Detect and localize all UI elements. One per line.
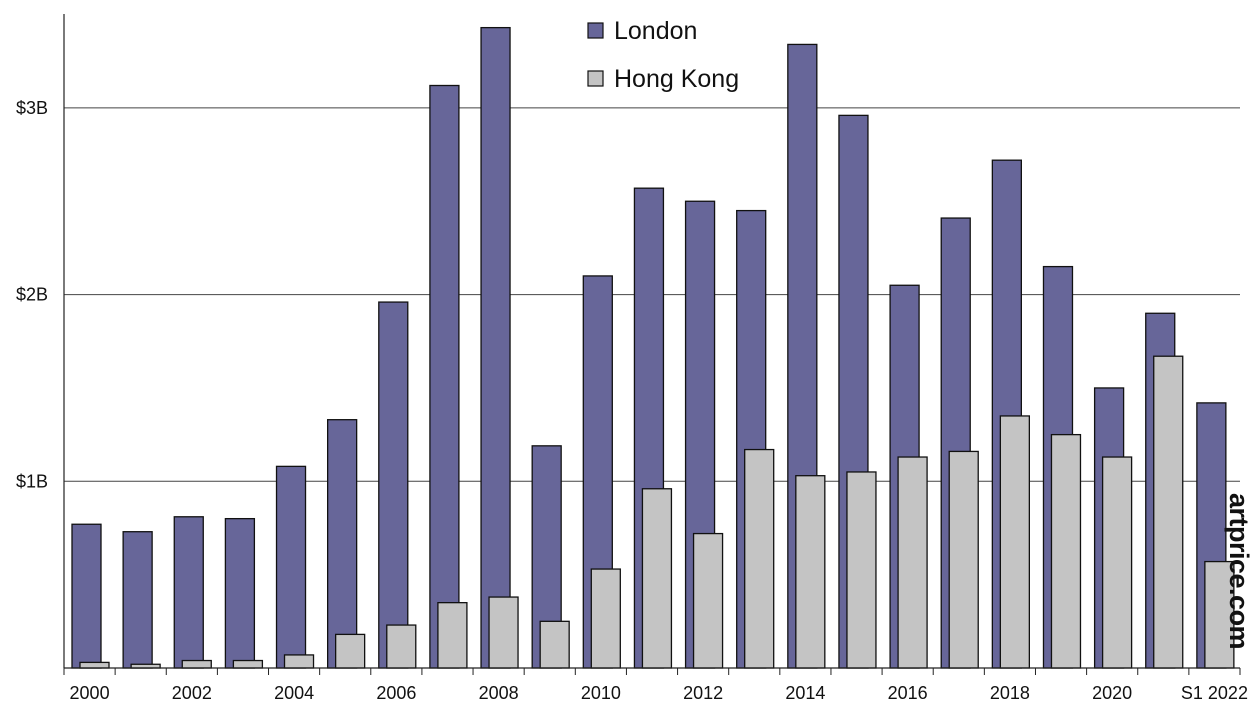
y-tick-label: $3B: [16, 98, 48, 118]
bar-hong-kong-2016: [897, 456, 928, 669]
bar-london-2004: [275, 465, 307, 669]
x-axis-tick-labels: 2000 2002 2004 2006 2008 2010 2012 2014 2016 2018…: [70, 683, 1248, 703]
legend: London Hong Kong: [587, 17, 739, 93]
x-tick-label: 2012: [683, 683, 723, 703]
bar-london-2006: [378, 301, 409, 669]
bar-hong-kong-2013: [744, 448, 775, 669]
x-tick-label: 2006: [376, 683, 416, 703]
bar-hong-kong-2007: [437, 602, 468, 669]
bars: [71, 26, 1235, 669]
y-tick-label: $2B: [16, 285, 48, 305]
bar-hong-kong-2012: [692, 532, 724, 669]
bar-london-2001: [122, 531, 153, 669]
x-tick-label: 2016: [888, 683, 928, 703]
bar-hong-kong-2009: [539, 620, 570, 669]
bar-london-2003: [224, 517, 256, 669]
bar-hong-kong-2005: [335, 633, 366, 669]
x-tick-label: 2014: [785, 683, 825, 703]
bar-hong-kong-2002: [181, 659, 212, 669]
legend-label-hong-kong: Hong Kong: [614, 65, 739, 93]
axes: [63, 14, 1241, 675]
artprice-watermark: artprice.com: [1224, 493, 1254, 649]
bar-hong-kong-2015: [846, 471, 877, 669]
bar-london-2005: [327, 419, 358, 669]
y-axis-tick-labels: $1B $2B $3B: [16, 98, 48, 491]
bar-london-2000: [71, 523, 102, 669]
bar-hong-kong-2014: [795, 475, 826, 669]
bar-hong-kong-S1-2022: [1204, 560, 1235, 669]
bar-hong-kong-2010: [590, 568, 621, 669]
bar-hong-kong-2004: [283, 654, 315, 669]
bar-hong-kong-2008: [488, 596, 519, 669]
bar-hong-kong-2011: [641, 488, 673, 669]
bar-hong-kong-2020: [1101, 456, 1133, 669]
x-tick-label: 2018: [990, 683, 1030, 703]
bar-hong-kong-2006: [386, 624, 417, 669]
bar-hong-kong-2017: [948, 450, 979, 669]
x-tick-label: 2010: [581, 683, 621, 703]
legend-swatch-london: [587, 22, 604, 39]
x-tick-label: S1 2022: [1181, 683, 1248, 703]
bar-hong-kong-2019: [1050, 433, 1082, 669]
bar-london-2002: [173, 516, 204, 669]
bar-london-2007: [429, 84, 460, 669]
legend-swatch-hong-kong: [587, 70, 604, 87]
x-tick-label: 2008: [479, 683, 519, 703]
x-tick-label: 2000: [70, 683, 110, 703]
bar-hong-kong-2003: [232, 659, 264, 669]
legend-label-london: London: [614, 17, 697, 45]
x-tick-label: 2004: [274, 683, 314, 703]
bar-london-2008: [480, 26, 511, 669]
x-tick-label: 2002: [172, 683, 212, 703]
bar-hong-kong-2018: [999, 415, 1030, 669]
x-tick-label: 2020: [1092, 683, 1132, 703]
y-tick-label: $1B: [16, 471, 48, 491]
bar-hong-kong-2021: [1153, 355, 1184, 669]
bar-hong-kong-2000: [79, 661, 110, 669]
